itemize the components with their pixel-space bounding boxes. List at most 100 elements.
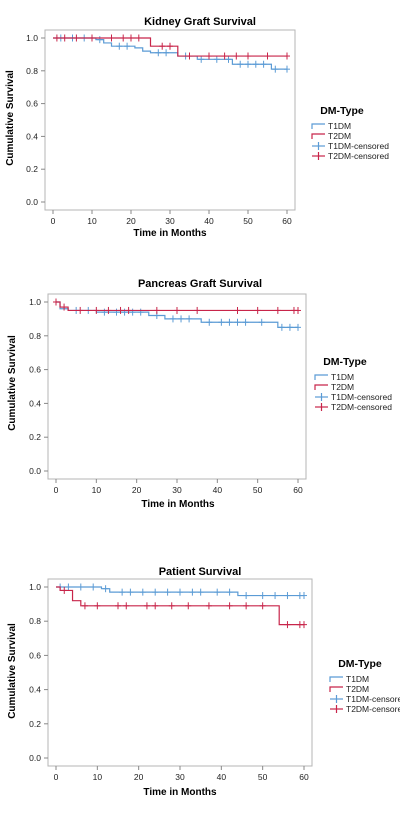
x-tick-label: 0 (54, 772, 59, 782)
t1dm-censored-mark (226, 588, 233, 596)
t1dm-censored-mark (119, 588, 126, 596)
x-tick-label: 50 (253, 485, 263, 495)
t1dm-censored-mark (252, 60, 259, 68)
t2dm-censored-mark (295, 306, 301, 314)
t1dm-censored-mark (234, 318, 241, 326)
t1dm-censored-mark (124, 42, 131, 50)
t1dm-censored-mark (301, 592, 307, 600)
legend-entry-label: T1DM-censored (346, 694, 400, 704)
x-tick-label: 60 (299, 772, 309, 782)
t2dm-censored-mark (221, 52, 228, 60)
t1dm-censored-mark (243, 592, 250, 600)
y-tick-label: 0.0 (29, 466, 41, 476)
x-tick-label: 30 (175, 772, 185, 782)
t2dm-censored-mark (168, 602, 175, 610)
t2dm-censored-mark (108, 34, 115, 42)
y-axis-label: Cumulative Survival (7, 335, 18, 431)
y-tick-label: 0.4 (26, 131, 38, 141)
legend-entry-label: T2DM (346, 684, 369, 694)
x-tick-label: 10 (92, 485, 102, 495)
y-tick-label: 0.8 (26, 66, 38, 76)
x-tick-label: 40 (213, 485, 223, 495)
t2dm-censored-mark (128, 34, 134, 42)
t2dm-censored-mark (159, 42, 166, 50)
y-tick-label: 0.8 (29, 331, 41, 341)
t1dm-censored-mark (286, 323, 293, 331)
t1dm-censored-mark (129, 308, 136, 316)
t1dm-censored-mark (169, 315, 176, 323)
plot-frame (47, 578, 313, 767)
t2dm-censored-mark (120, 34, 127, 42)
pancreas-survival-panel: Pancreas Graft Survival 0.0 0.2 0.4 0.6 0.8 1.… (0, 268, 400, 528)
legend-title: DM-Type (323, 356, 367, 368)
t2dm-censored-mark (233, 52, 240, 60)
t1dm-censored-mark (101, 308, 108, 316)
t1dm-legend-swatch (329, 676, 343, 682)
legend-entry-label: T2DM-censored (328, 151, 389, 161)
t2dm-censored-mark (53, 34, 60, 42)
t1dm-censored-mark (213, 55, 220, 63)
y-tick-label: 0.2 (29, 432, 41, 442)
t1dm-censored-mark (164, 588, 171, 596)
t2dm-censored-mark (53, 298, 59, 306)
t2dm-censored-mark (174, 306, 180, 314)
t1dm-censored-mark (260, 60, 267, 68)
t1dm-censored-mark (259, 592, 266, 600)
t2dm-censored-mark (186, 52, 193, 60)
t1dm-censored-mark (178, 315, 185, 323)
t1dm-censored-mark (152, 588, 159, 596)
t1dm-censored-mark (214, 588, 221, 596)
t1dm-censored-mark (139, 588, 146, 596)
chart-title: Patient Survival (159, 566, 242, 578)
t2dm-censored-mark (94, 602, 101, 610)
t2dm-legend-swatch (329, 686, 343, 692)
legend-entry-label: T1DM (331, 372, 354, 382)
t2dm-censored-mark (125, 306, 132, 314)
kidney-survival-chart: Kidney Graft Survival 0.0 0.2 0.4 0.6 0.8 1.0 0… (5, 16, 389, 239)
t2dm-censored-mark (153, 306, 160, 314)
t2dm-censored-mark (264, 52, 271, 60)
t1dm-censored-mark (113, 308, 120, 316)
x-tick-label: 30 (165, 216, 175, 226)
y-tick-label: 0.6 (26, 99, 38, 109)
t1dm-censored-mark (198, 55, 205, 63)
kidney-survival-panel: Kidney Graft Survival 0.0 0.2 0.4 0.6 0.8 1.0 0… (0, 0, 400, 250)
t1dm-survival-line (53, 37, 287, 70)
y-tick-label: 0.4 (29, 398, 41, 408)
t2dm-censored-mark (254, 306, 261, 314)
legend-entry-label: T1DM-censored (328, 141, 389, 151)
legend-entry-label: T2DM-censored (346, 704, 400, 714)
x-tick-label: 0 (51, 216, 56, 226)
legend-title: DM-Type (320, 105, 364, 117)
t2dm-censored-mark (284, 621, 291, 629)
y-tick-label: 0.0 (29, 753, 41, 763)
t2dm-censored-mark (167, 42, 173, 50)
y-tick-label: 1.0 (29, 582, 41, 592)
t1dm-censored-mark (272, 592, 279, 600)
t2dm-censored-mark (152, 602, 159, 610)
t2dm-censored-mark (185, 602, 192, 610)
x-tick-label: 30 (172, 485, 182, 495)
t2dm-censored-mark (77, 306, 84, 314)
t1dm-censored-mark (189, 588, 196, 596)
t2dm-censored-mark (259, 602, 266, 610)
t2dm-censored-mark (93, 306, 100, 314)
legend-entry-label: T2DM (331, 382, 354, 392)
x-axis-label: Time in Months (141, 499, 215, 510)
t1dm-censored-mark (218, 318, 225, 326)
y-tick-label: 0.6 (29, 365, 41, 375)
t2dm-censored-mark (61, 34, 68, 42)
t1dm-censored-mark (225, 55, 232, 63)
t1dm-censored-mark (284, 592, 291, 600)
x-tick-label: 60 (282, 216, 292, 226)
y-tick-label: 1.0 (29, 297, 41, 307)
t1dm-censored-mark (186, 315, 193, 323)
x-tick-label: 0 (54, 485, 59, 495)
x-tick-label: 50 (258, 772, 268, 782)
t1dm-censored-mark (102, 585, 109, 593)
t1dm-censored-mark (272, 65, 279, 73)
t1dm-censored-mark (206, 318, 213, 326)
patient-survival-chart: Patient Survival 0.0 0.2 0.4 0.6 0.8 1.0 0 10 20 3… (7, 566, 400, 798)
legend-entry-label: T2DM-censored (331, 402, 392, 412)
legend-title: DM-Type (338, 658, 382, 670)
